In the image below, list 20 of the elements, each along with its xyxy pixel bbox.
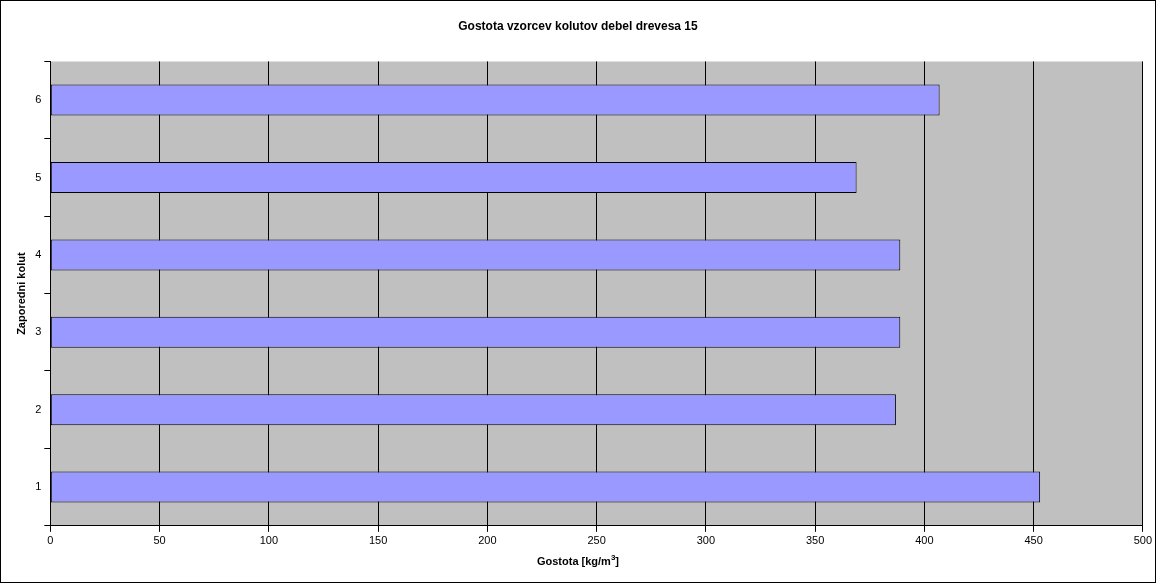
x-tick-label: 200 (478, 534, 497, 547)
x-axis-title: Gostota [kg/m$^{3}$] (535, 553, 621, 567)
x-tick-label: 400 (915, 534, 934, 547)
chart-title: Gostota vzorcev kolutov debel drevesa 15 (458, 18, 699, 33)
y-tick-label: 5 (35, 170, 42, 183)
x-tick-label: 300 (696, 534, 715, 547)
x-tick-label: 450 (1024, 534, 1043, 547)
y-tick-label: 3 (35, 325, 42, 338)
y-tick-label: 2 (35, 402, 42, 415)
x-tick-label: 50 (153, 534, 166, 547)
x-tick-label: 100 (259, 534, 278, 547)
y-tick-label: 4 (35, 247, 42, 260)
x-tick-label: 350 (805, 534, 825, 547)
x-tick-label: 150 (368, 534, 388, 547)
x-tick-label: 0 (47, 534, 54, 547)
x-tick-label: 500 (1133, 534, 1152, 547)
x-tick-label: 250 (587, 534, 606, 547)
y-tick-label: 6 (35, 93, 42, 106)
y-tick-label: 1 (35, 480, 42, 493)
y-axis-title: Zaporedni kolut (14, 252, 27, 335)
